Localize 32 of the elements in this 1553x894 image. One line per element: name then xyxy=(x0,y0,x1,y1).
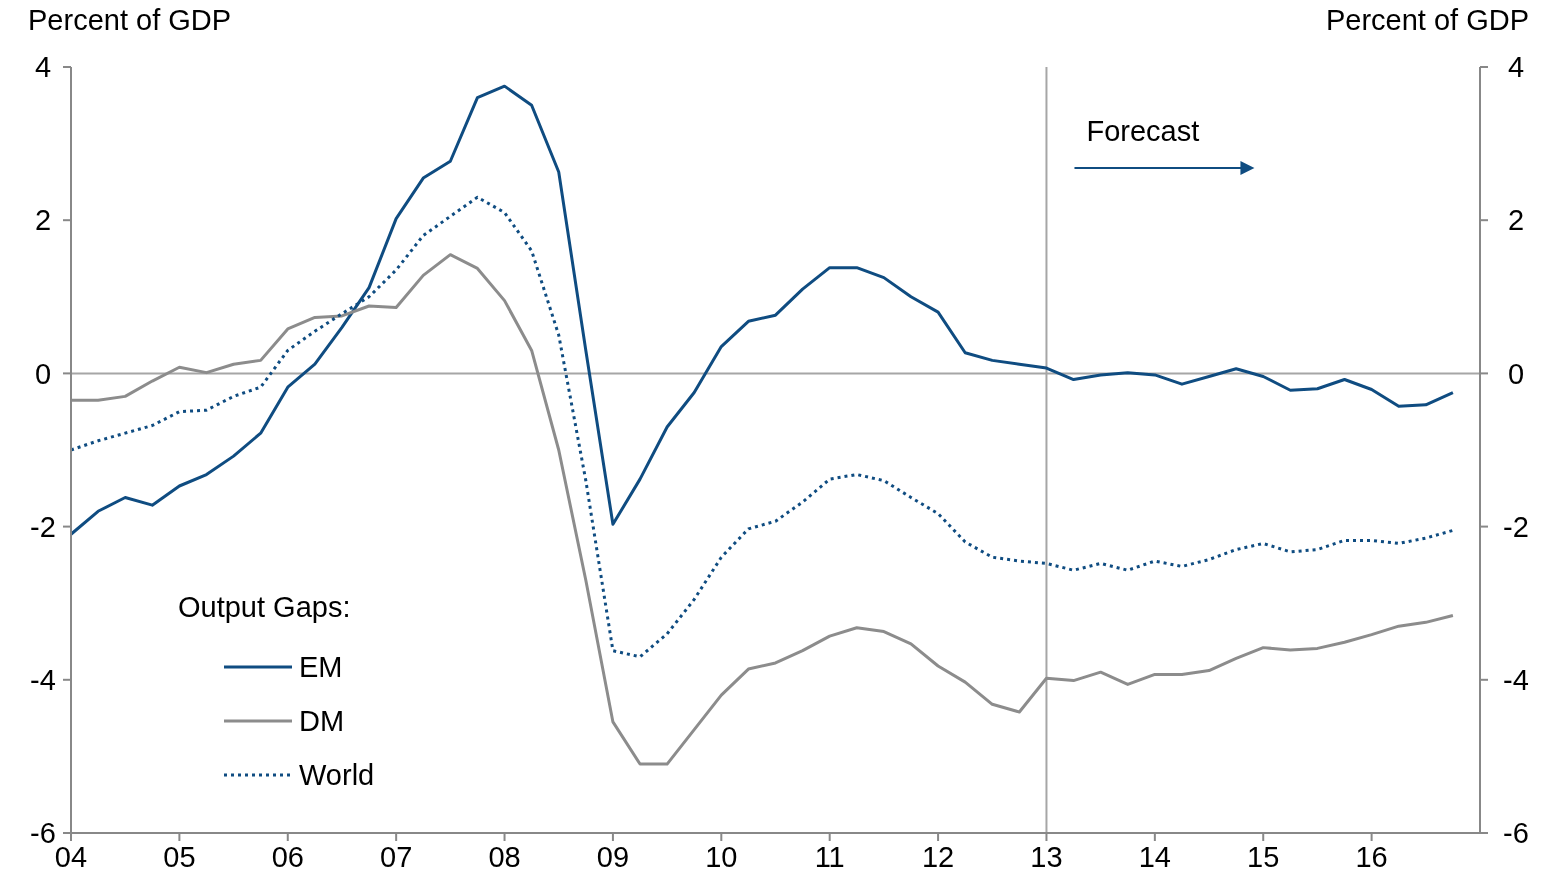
legend-label: EM xyxy=(299,651,343,684)
y-tick-label: 0 xyxy=(34,357,52,390)
y-tick-label: -6 xyxy=(30,817,56,850)
y-tick-label: -4 xyxy=(30,663,56,696)
y2-tick-label: -6 xyxy=(1503,817,1529,850)
y2-tick-label: -4 xyxy=(1503,663,1529,696)
y2-tick-label: 0 xyxy=(1507,357,1525,390)
x-tick-label: 08 xyxy=(488,841,521,873)
x-tick-label: 04 xyxy=(54,841,88,873)
x-tick-label: 05 xyxy=(163,841,196,873)
y-tick-label: 2 xyxy=(34,204,52,237)
x-tick-label: 07 xyxy=(380,841,413,873)
y-tick-label: -2 xyxy=(30,510,56,543)
legend-title: Output Gaps: xyxy=(178,591,351,623)
x-tick-label: 10 xyxy=(705,841,738,873)
y2-tick-label: 4 xyxy=(1507,51,1525,84)
x-tick-label: 09 xyxy=(596,841,630,873)
x-tick-label: 15 xyxy=(1247,841,1280,873)
ref-line-label: Forecast xyxy=(1086,115,1200,147)
y-tick-label: 4 xyxy=(34,51,52,84)
legend-label: DM xyxy=(299,705,345,738)
x-tick-label: 11 xyxy=(814,841,845,873)
x-tick-label: 12 xyxy=(921,841,955,873)
x-tick-label: 13 xyxy=(1030,841,1063,873)
x-tick-label: 06 xyxy=(271,841,304,873)
y-axis-title: Percent of GDP xyxy=(28,4,232,36)
y2-tick-label: 2 xyxy=(1507,204,1525,237)
legend-label: World xyxy=(299,759,375,792)
x-tick-label: 16 xyxy=(1355,841,1388,873)
y2-tick-label: -2 xyxy=(1503,510,1529,543)
x-tick-label: 14 xyxy=(1138,841,1171,873)
y2-axis-title: Percent of GDP xyxy=(1325,4,1529,36)
